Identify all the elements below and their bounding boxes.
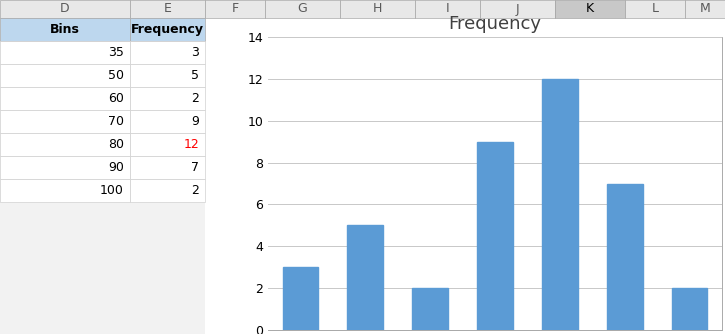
FancyBboxPatch shape (0, 0, 130, 18)
Bar (607, 183, 642, 330)
Text: M: M (700, 2, 710, 15)
Text: 80: 80 (108, 138, 124, 151)
Text: 9: 9 (191, 115, 199, 128)
Bar (130, 110, 205, 133)
FancyBboxPatch shape (685, 0, 725, 18)
Bar (0, 18, 130, 41)
Text: H: H (373, 2, 382, 15)
Text: K: K (586, 2, 594, 15)
FancyBboxPatch shape (625, 0, 685, 18)
Text: 12: 12 (183, 138, 199, 151)
Text: 35: 35 (108, 46, 124, 59)
Bar (205, 18, 725, 334)
FancyBboxPatch shape (130, 0, 205, 18)
Text: D: D (60, 2, 70, 15)
Text: 50: 50 (108, 69, 124, 82)
Text: 7: 7 (191, 161, 199, 174)
Bar (0, 64, 130, 87)
FancyBboxPatch shape (265, 0, 340, 18)
Text: 2: 2 (191, 184, 199, 197)
Text: 2: 2 (191, 92, 199, 105)
Bar (130, 41, 205, 64)
Bar (0, 133, 130, 156)
Bar (672, 288, 708, 330)
Text: I: I (446, 2, 450, 15)
Bar (542, 79, 578, 330)
Bar (205, 18, 725, 38)
Bar (0, 179, 130, 202)
Bar (347, 225, 383, 330)
FancyBboxPatch shape (205, 0, 265, 18)
Bar (0, 41, 130, 64)
Bar (0, 202, 205, 334)
Text: E: E (164, 2, 171, 15)
Bar (130, 133, 205, 156)
Bar (283, 267, 318, 330)
Bar (130, 87, 205, 110)
Bar (268, 37, 722, 330)
Bar (130, 64, 205, 87)
Text: F: F (231, 2, 239, 15)
Text: 3: 3 (191, 46, 199, 59)
FancyBboxPatch shape (480, 0, 555, 18)
Text: Bins: Bins (50, 23, 80, 36)
Title: Frequency: Frequency (449, 15, 542, 33)
Text: Frequency: Frequency (131, 23, 204, 36)
FancyBboxPatch shape (555, 0, 625, 18)
Bar (0, 87, 130, 110)
Text: 90: 90 (108, 161, 124, 174)
Bar (0, 110, 130, 133)
Text: 5: 5 (191, 69, 199, 82)
Bar (130, 179, 205, 202)
FancyBboxPatch shape (415, 0, 480, 18)
Text: 70: 70 (108, 115, 124, 128)
Text: 60: 60 (108, 92, 124, 105)
Bar (130, 156, 205, 179)
Text: G: G (298, 2, 307, 15)
FancyBboxPatch shape (340, 0, 415, 18)
Text: L: L (652, 2, 658, 15)
Bar (130, 18, 205, 41)
Bar (0, 156, 130, 179)
Text: 100: 100 (100, 184, 124, 197)
Text: J: J (515, 2, 519, 15)
Bar (413, 288, 448, 330)
Bar (477, 142, 513, 330)
